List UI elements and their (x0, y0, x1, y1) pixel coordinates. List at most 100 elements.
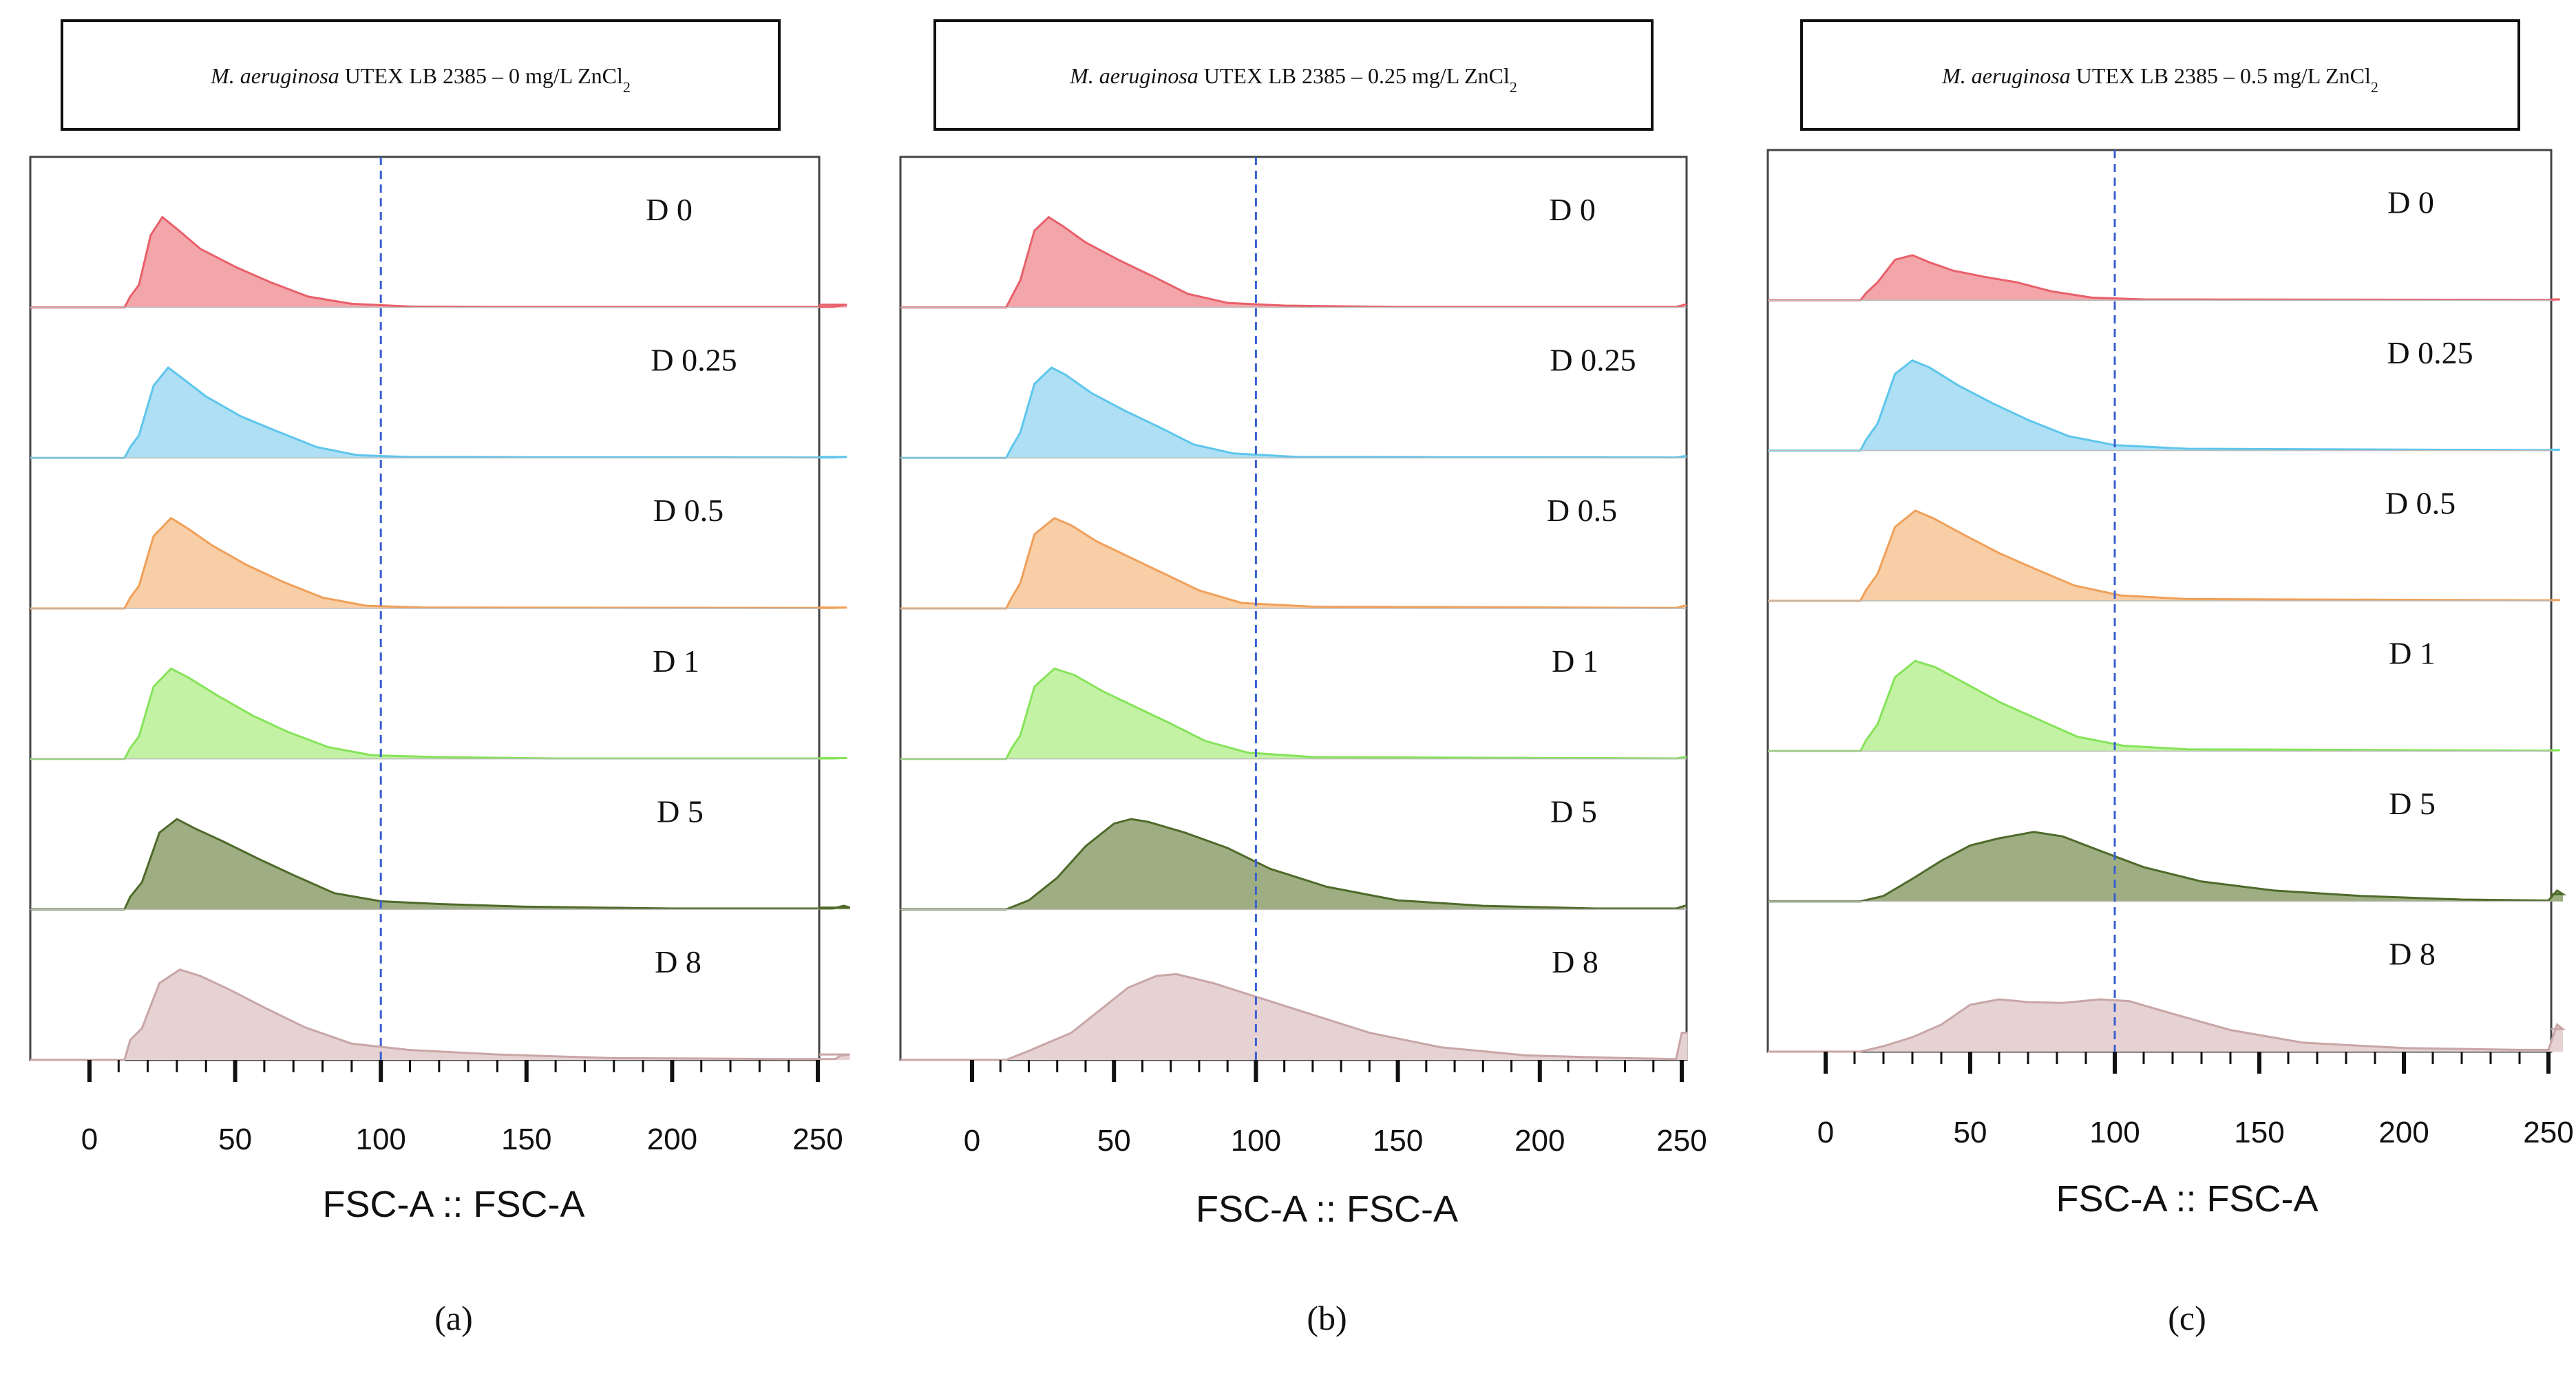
tick-label: 200 (647, 1123, 697, 1156)
tick-label: 200 (2378, 1116, 2429, 1149)
x-axis-title: FSC-A :: FSC-A (2056, 1178, 2318, 1220)
series-D-5: D 5 (30, 794, 851, 911)
series-D-8: D 8 (1768, 936, 2566, 1053)
day-label: D 0.5 (1547, 493, 1617, 528)
tick-label: 0 (1817, 1116, 1834, 1149)
title-text: UTEX LB 2385 – 0 mg/L ZnCl (339, 63, 623, 88)
series-D-0_25: D 0.25 (30, 343, 847, 459)
histogram-fill (124, 368, 847, 458)
histogram-fill (1860, 360, 2560, 451)
series-D-0_5: D 0.5 (30, 493, 847, 610)
histogram-outline (30, 366, 847, 459)
tick-label: 250 (1656, 1124, 1707, 1158)
panel-a: M. aeruginosa UTEX LB 2385 – 0 mg/L ZnCl… (29, 19, 851, 1337)
chart-title: M. aeruginosa UTEX LB 2385 – 0 mg/L ZnCl… (210, 63, 631, 96)
histogram-fill (1860, 661, 2560, 752)
tick-label: 100 (1231, 1124, 1281, 1158)
tick-label: 200 (1514, 1124, 1565, 1158)
series-D-0_5: D 0.5 (900, 493, 1687, 610)
day-label: D 1 (1552, 644, 1598, 679)
series-D-5: D 5 (1768, 786, 2567, 903)
histogram-outline (900, 818, 1687, 911)
tick-label: 0 (964, 1124, 980, 1158)
day-label: D 0 (646, 192, 693, 227)
tick-label: 50 (1954, 1116, 1987, 1149)
day-label: D 5 (1550, 794, 1597, 829)
histogram-fill (124, 969, 850, 1060)
tick-label: 0 (81, 1123, 98, 1156)
histogram-fill (1006, 668, 1685, 759)
tick-label: 100 (2089, 1116, 2140, 1149)
chart-title: M. aeruginosa UTEX LB 2385 – 0.25 mg/L Z… (1069, 63, 1517, 96)
day-label: D 1 (2389, 636, 2436, 671)
x-axis: 0 50 100 150 200 250 (964, 1060, 1707, 1158)
histogram-outline (30, 818, 851, 911)
histogram-fill (1006, 518, 1685, 608)
chart-title: M. aeruginosa UTEX LB 2385 – 0.5 mg/L Zn… (1941, 63, 2378, 96)
day-label: D 8 (2389, 936, 2436, 971)
title-subscript: 2 (2371, 78, 2378, 96)
tick-label: 150 (501, 1123, 551, 1156)
day-label: D 0 (1549, 192, 1596, 227)
series-D-1: D 1 (1768, 636, 2560, 752)
tick-label: 100 (355, 1123, 405, 1156)
panel-c: M. aeruginosa UTEX LB 2385 – 0.5 mg/L Zn… (1766, 19, 2574, 1337)
series-D-0_25: D 0.25 (1768, 335, 2560, 452)
histogram-outline (1768, 509, 2560, 602)
day-label: D 0.5 (653, 493, 724, 528)
day-label: D 0 (2387, 185, 2434, 220)
histogram-outline (30, 516, 847, 610)
day-label: D 5 (2389, 786, 2436, 821)
day-label: D 1 (653, 644, 699, 679)
histogram-outline (1768, 659, 2560, 752)
histogram-fill (1860, 831, 2563, 902)
title-species: M. aeruginosa (210, 63, 339, 88)
histogram-fill (124, 217, 847, 308)
title-text: UTEX LB 2385 – 0.5 mg/L ZnCl (2071, 63, 2371, 88)
histogram-fill (124, 668, 847, 759)
histogram-outline (1768, 831, 2567, 903)
title-subscript: 2 (623, 78, 631, 96)
histogram-fill (124, 518, 847, 608)
histogram-outline (900, 366, 1687, 459)
panel-b: M. aeruginosa UTEX LB 2385 – 0.25 mg/L Z… (899, 19, 1707, 1337)
series-D-0: D 0 (1768, 185, 2560, 301)
title-box (933, 19, 1654, 131)
tick-label: 50 (1097, 1124, 1131, 1158)
day-label: D 0.25 (2387, 335, 2473, 370)
series-D-0_25: D 0.25 (900, 343, 1687, 459)
day-label: D 8 (1552, 944, 1598, 979)
histogram-outline (1768, 359, 2560, 452)
x-axis-title: FSC-A :: FSC-A (1196, 1189, 1458, 1230)
histogram-outline (900, 517, 1687, 610)
series-D-0: D 0 (30, 192, 847, 309)
series-D-1: D 1 (900, 644, 1687, 761)
tick-label: 250 (792, 1123, 843, 1156)
histogram-fill (1006, 217, 1685, 308)
series-D-0: D 0 (900, 192, 1687, 309)
tick-label: 250 (2523, 1116, 2573, 1149)
x-axis: 0 50 100 150 200 250 (81, 1060, 843, 1156)
title-species: M. aeruginosa (1069, 63, 1199, 88)
day-label: D 0.25 (1550, 343, 1636, 378)
day-label: D 5 (657, 794, 704, 829)
series-D-5: D 5 (900, 794, 1687, 911)
histogram-outline (1768, 998, 2566, 1053)
panel-label: (c) (2168, 1299, 2206, 1337)
series-D-1: D 1 (30, 644, 847, 761)
series-D-8: D 8 (30, 944, 850, 1061)
histogram-outline (1768, 254, 2560, 301)
histogram-fill (1860, 511, 2560, 601)
histogram-fill (1006, 819, 1685, 910)
title-text: UTEX LB 2385 – 0.25 mg/L ZnCl (1199, 63, 1510, 88)
histogram-fill (124, 819, 850, 910)
day-label: D 8 (655, 944, 701, 979)
title-box (1800, 19, 2520, 131)
histogram-fill (1860, 255, 2560, 301)
tick-label: 150 (1373, 1124, 1423, 1158)
histogram-fill (1006, 368, 1685, 458)
title-subscript: 2 (1510, 78, 1517, 96)
tick-label: 50 (218, 1123, 252, 1156)
histogram-outline (30, 968, 850, 1061)
